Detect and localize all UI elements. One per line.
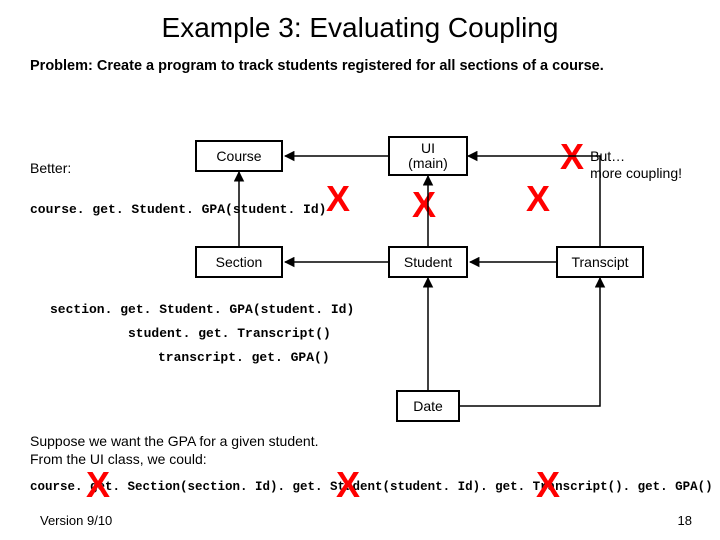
box-student: Student: [388, 246, 468, 278]
code-line-3: student. get. Transcript(): [128, 326, 331, 341]
page-title: Example 3: Evaluating Coupling: [0, 0, 720, 44]
x-mark: X: [412, 184, 436, 226]
box-course: Course: [195, 140, 283, 172]
page-number: 18: [678, 513, 692, 528]
x-mark: X: [536, 464, 560, 506]
box-section: Section: [195, 246, 283, 278]
but-line2: more coupling!: [590, 165, 682, 181]
suppose-line2: From the UI class, we could:: [30, 451, 207, 467]
x-mark: X: [560, 136, 584, 178]
code-line-5: course. get. Section(section. Id). get. …: [30, 480, 713, 494]
but-label: But… more coupling!: [590, 148, 682, 182]
code-line-4: transcript. get. GPA(): [158, 350, 330, 365]
x-mark: X: [336, 464, 360, 506]
version-label: Version 9/10: [40, 513, 112, 528]
suppose-line1: Suppose we want the GPA for a given stud…: [30, 433, 318, 449]
box-date: Date: [396, 390, 460, 422]
better-label: Better:: [30, 160, 71, 176]
code-line-2: section. get. Student. GPA(student. Id): [50, 302, 354, 317]
code-line-1: course. get. Student. GPA(student. Id): [30, 202, 326, 217]
but-line1: But…: [590, 148, 625, 164]
problem-statement: Problem: Create a program to track stude…: [0, 44, 720, 74]
box-transcript: Transcipt: [556, 246, 644, 278]
x-mark: X: [526, 178, 550, 220]
x-mark: X: [326, 178, 350, 220]
suppose-text: Suppose we want the GPA for a given stud…: [30, 432, 318, 468]
box-ui: UI (main): [388, 136, 468, 176]
x-mark: X: [86, 464, 110, 506]
